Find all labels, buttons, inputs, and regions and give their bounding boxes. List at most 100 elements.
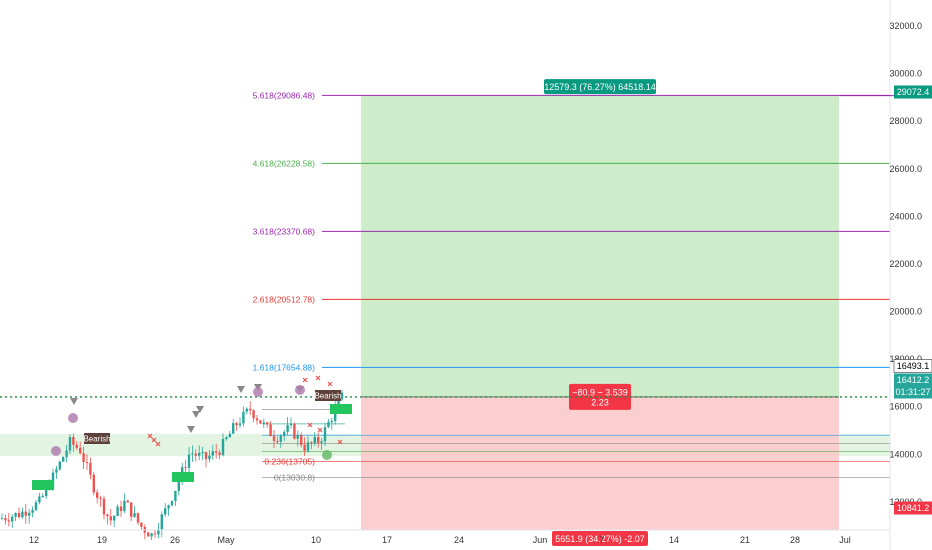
stop-label-bg xyxy=(552,530,648,546)
candle-58 xyxy=(198,445,201,461)
candle-91 xyxy=(310,441,313,450)
candle-23 xyxy=(79,441,82,455)
risk-reward-label-text-1: 2.23 xyxy=(591,397,609,407)
price-tick-label-9: 14000.0 xyxy=(889,449,922,459)
candle-body-33 xyxy=(113,515,116,521)
candle-18 xyxy=(62,456,65,463)
candle-body-38 xyxy=(130,502,133,517)
candle-70 xyxy=(238,417,242,428)
price-tick-label-0: 32000.0 xyxy=(889,21,922,31)
price-tick-label-2: 28000.0 xyxy=(889,116,922,126)
time-tick-label-7: Jun xyxy=(533,535,548,545)
candle-body-91 xyxy=(310,442,313,444)
risk-reward-label-text-0: −80.9 ~ 3.539 xyxy=(572,387,628,397)
candle-body-41 xyxy=(140,522,143,527)
candle-42 xyxy=(143,524,146,540)
candle-body-81 xyxy=(276,440,279,442)
profit-zone[interactable] xyxy=(361,95,839,397)
candle-body-2 xyxy=(7,520,10,522)
candle-body-99 xyxy=(337,399,340,408)
bearish-annotation-text-1: Bearish xyxy=(314,392,341,401)
signal-down-triangle-4 xyxy=(237,386,245,393)
price-tag-3[interactable]: 01:31:27 xyxy=(894,385,932,399)
bearish-annotation-1[interactable]: Bearish xyxy=(314,390,342,401)
candle-30 xyxy=(102,495,106,520)
candle-82 xyxy=(279,433,282,448)
candle-body-74 xyxy=(252,410,255,419)
candle-72 xyxy=(245,407,248,415)
candle-55 xyxy=(187,446,191,474)
candle-6 xyxy=(21,507,24,519)
candle-body-17 xyxy=(58,461,61,470)
candle-body-29 xyxy=(99,497,102,499)
candle-60 xyxy=(204,451,208,468)
candle-body-54 xyxy=(184,467,187,469)
loss-zone[interactable] xyxy=(361,396,839,530)
stop-label[interactable]: 5651.9 (34.27%) -2.07 xyxy=(552,530,648,546)
candle-body-69 xyxy=(235,423,238,426)
price-tag-text-1: 16493.1 xyxy=(897,361,930,371)
candle-38 xyxy=(130,502,133,522)
candle-body-82 xyxy=(279,435,282,442)
candle-2 xyxy=(7,513,10,527)
candle-90 xyxy=(306,436,310,454)
candle-body-86 xyxy=(293,424,296,439)
candle-24 xyxy=(82,446,85,470)
candle-69 xyxy=(235,421,238,431)
candle-87 xyxy=(296,430,299,447)
candle-body-93 xyxy=(317,437,320,443)
signal-down-triangle-2 xyxy=(192,411,200,418)
candle-59 xyxy=(201,446,204,460)
candle-76 xyxy=(259,420,262,425)
candle-32 xyxy=(109,509,112,526)
price-tag-2[interactable]: 16412.2 xyxy=(894,373,932,387)
price-tag-0[interactable]: 29072.4 xyxy=(894,85,932,99)
candle-body-3 xyxy=(11,516,14,522)
target-label[interactable]: 12579.3 (76.27%) 64518.14 xyxy=(544,79,656,95)
candle-19 xyxy=(65,444,68,463)
candle-73 xyxy=(249,401,252,416)
signal-down-triangle-0 xyxy=(70,398,78,405)
time-tick-label-12: Jul xyxy=(839,535,851,545)
candle-body-50 xyxy=(170,501,174,506)
candle-body-79 xyxy=(269,424,272,437)
candle-body-56 xyxy=(191,453,194,455)
candle-62 xyxy=(211,444,214,460)
candle-body-21 xyxy=(72,437,75,445)
candle-40 xyxy=(136,512,140,525)
candle-94 xyxy=(320,438,323,450)
candle-body-19 xyxy=(65,450,68,458)
target-label-bg xyxy=(544,79,656,95)
candle-21 xyxy=(72,433,75,452)
price-tag-text-3: 01:31:27 xyxy=(895,387,930,397)
candle-28 xyxy=(96,489,99,504)
candle-body-31 xyxy=(106,514,109,517)
price-tag-text-0: 29072.4 xyxy=(897,87,930,97)
candle-body-16 xyxy=(55,469,58,473)
candle-88 xyxy=(300,432,303,448)
price-tag-4[interactable]: 10841.2 xyxy=(894,501,932,515)
candle-body-89 xyxy=(303,445,306,451)
candle-1 xyxy=(4,514,7,525)
candle-51 xyxy=(174,490,177,507)
candle-3 xyxy=(11,514,14,528)
time-tick-label-3: May xyxy=(217,535,235,545)
time-tick-label-2: 26 xyxy=(170,535,180,545)
candle-93 xyxy=(317,432,320,448)
candle-body-12 xyxy=(41,496,44,498)
target-label-text-0: 12579.3 (76.27%) 64518.14 xyxy=(544,82,656,92)
candle-85 xyxy=(289,417,293,429)
fib-level-label-4: 1.618(17654.88) xyxy=(253,362,316,372)
candle-45 xyxy=(153,529,157,538)
candle-97 xyxy=(330,417,333,430)
candle-100 xyxy=(340,389,344,402)
cross-marker-6 xyxy=(337,439,343,445)
bearish-annotation-0[interactable]: Bearish xyxy=(83,433,111,444)
price-tag-1[interactable]: 16493.1 xyxy=(893,359,932,373)
bullish-signal-box-0 xyxy=(32,480,54,490)
candle-46 xyxy=(157,523,160,539)
candle-body-28 xyxy=(96,492,99,498)
candle-body-18 xyxy=(62,457,65,462)
